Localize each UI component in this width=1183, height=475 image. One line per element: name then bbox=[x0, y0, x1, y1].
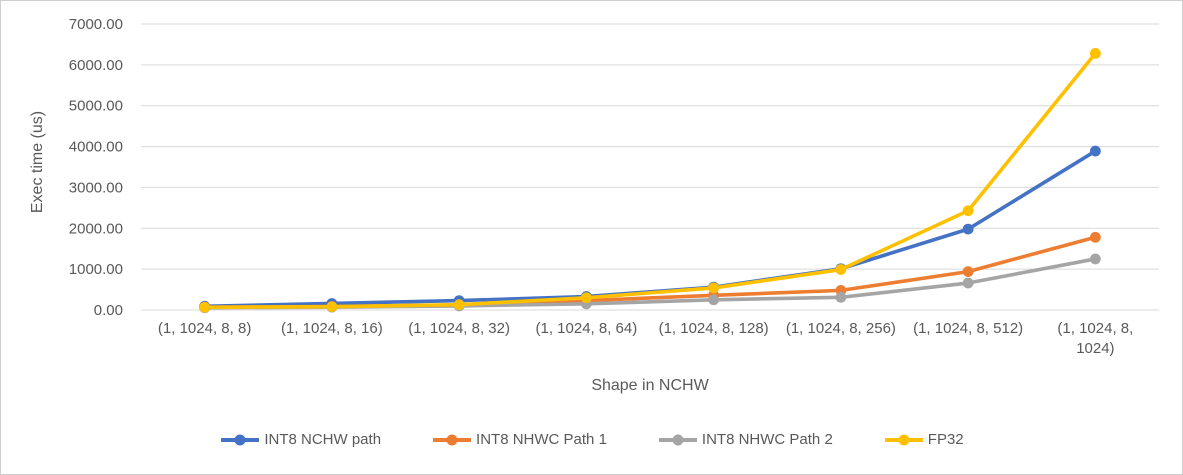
legend-item-2: INT8 NHWC Path 2 bbox=[658, 431, 833, 448]
legend-label: INT8 NHWC Path 2 bbox=[701, 431, 833, 448]
data-point-marker bbox=[199, 301, 211, 313]
legend-item-0: INT8 NCHW path bbox=[221, 431, 381, 448]
data-point-marker bbox=[326, 301, 338, 313]
series-line-1 bbox=[202, 235, 1098, 309]
legend-marker-icon bbox=[658, 434, 697, 445]
y-axis-tick-label: 4000.00 bbox=[69, 139, 123, 156]
y-axis-tick-label: 0.00 bbox=[94, 302, 123, 319]
series-line-2 bbox=[202, 257, 1098, 310]
x-axis-title: Shape in NCHW bbox=[591, 377, 709, 394]
legend-marker-icon bbox=[221, 434, 260, 445]
data-point-marker bbox=[1089, 145, 1101, 157]
legend-label: INT8 NCHW path bbox=[264, 431, 382, 448]
y-axis-tick-label: 5000.00 bbox=[69, 98, 123, 115]
data-point-marker bbox=[1089, 231, 1101, 243]
chart-legend: INT8 NCHW path INT8 NHWC Path 1 INT8 NHWC … bbox=[1, 431, 1182, 448]
legend-label: FP32 bbox=[927, 431, 964, 448]
legend-label: INT8 NHWC Path 1 bbox=[476, 431, 607, 448]
y-axis-tick-label: 6000.00 bbox=[69, 57, 123, 74]
data-point-marker bbox=[835, 264, 847, 275]
data-point-marker bbox=[708, 282, 720, 294]
data-point-marker bbox=[962, 277, 974, 289]
legend-item-1: INT8 NHWC Path 1 bbox=[433, 431, 607, 448]
y-axis-tick-label: 2000.00 bbox=[69, 220, 123, 237]
data-point-marker bbox=[962, 266, 974, 277]
data-point-marker bbox=[708, 294, 720, 306]
data-point-marker bbox=[1089, 48, 1101, 59]
y-axis-tick-label: 3000.00 bbox=[69, 179, 123, 196]
y-axis-tick-label: 1000.00 bbox=[69, 261, 123, 278]
y-axis-title: Exec time (us) bbox=[29, 110, 46, 214]
data-point-marker bbox=[962, 205, 974, 217]
legend-item-3: FP32 bbox=[884, 431, 964, 448]
data-point-marker bbox=[1089, 253, 1101, 265]
data-point-marker bbox=[453, 299, 465, 311]
data-point-marker bbox=[835, 291, 847, 303]
series-line-3 bbox=[202, 51, 1098, 310]
legend-marker-icon bbox=[433, 434, 472, 445]
data-point-marker bbox=[962, 223, 974, 235]
y-axis-tick-label: 7000.00 bbox=[69, 16, 123, 33]
legend-marker-icon bbox=[884, 434, 923, 445]
data-point-marker bbox=[580, 292, 592, 304]
